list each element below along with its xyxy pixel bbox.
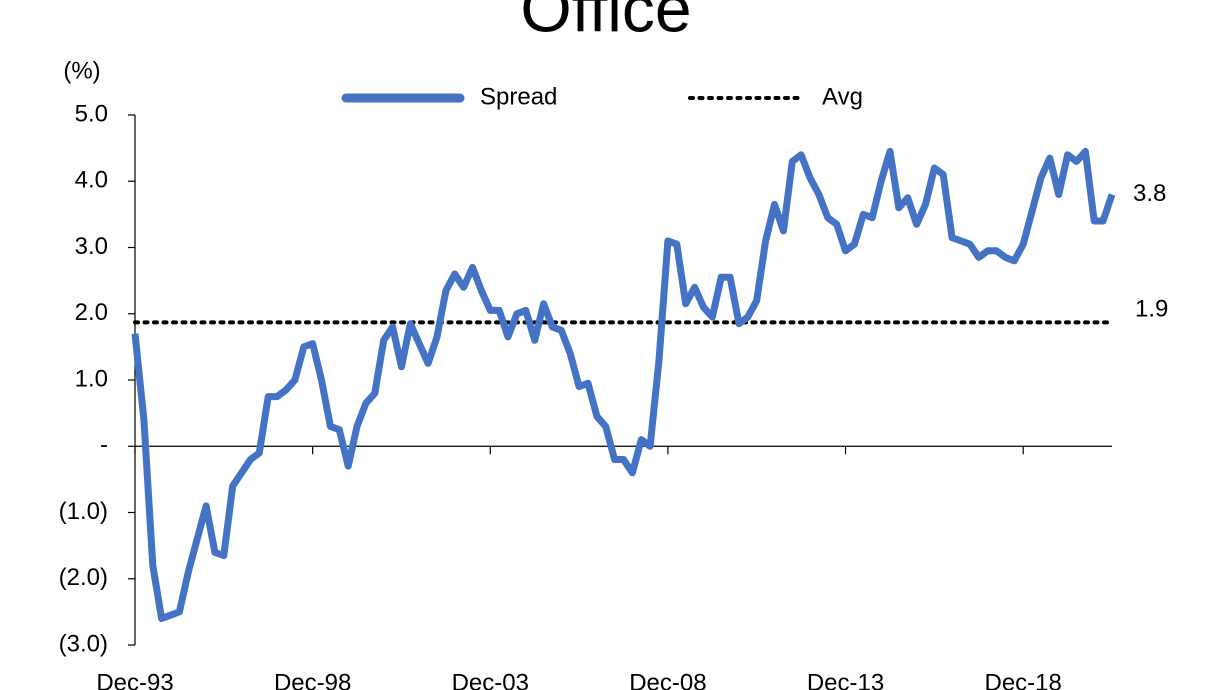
spread-line bbox=[131, 147, 1116, 622]
y-tick-label: (1.0) bbox=[59, 498, 108, 525]
y-tick-label: 3.0 bbox=[75, 233, 108, 260]
legend-label: Spread bbox=[480, 83, 557, 110]
x-tick-label: Dec-13 bbox=[807, 669, 884, 690]
avg-label: 1.9 bbox=[1135, 296, 1168, 323]
x-tick-label: Dec-03 bbox=[452, 669, 529, 690]
y-tick-label: (2.0) bbox=[59, 564, 108, 591]
y-tick-label: - bbox=[100, 432, 108, 459]
x-tick-label: Dec-18 bbox=[984, 669, 1061, 690]
y-tick-label: 4.0 bbox=[75, 167, 108, 194]
y-tick-label: 5.0 bbox=[75, 100, 108, 127]
legend-label: Avg bbox=[822, 83, 863, 110]
x-tick-label: Dec-08 bbox=[629, 669, 706, 690]
y-tick-label: (3.0) bbox=[59, 630, 108, 657]
x-tick-label: Dec-93 bbox=[96, 669, 173, 690]
y-tick-label: 1.0 bbox=[75, 365, 108, 392]
end-label: 3.8 bbox=[1133, 180, 1166, 207]
y-axis-label: (%) bbox=[63, 57, 100, 84]
chart-title: Office bbox=[520, 0, 691, 45]
y-tick-label: 2.0 bbox=[75, 299, 108, 326]
x-tick-label: Dec-98 bbox=[274, 669, 351, 690]
